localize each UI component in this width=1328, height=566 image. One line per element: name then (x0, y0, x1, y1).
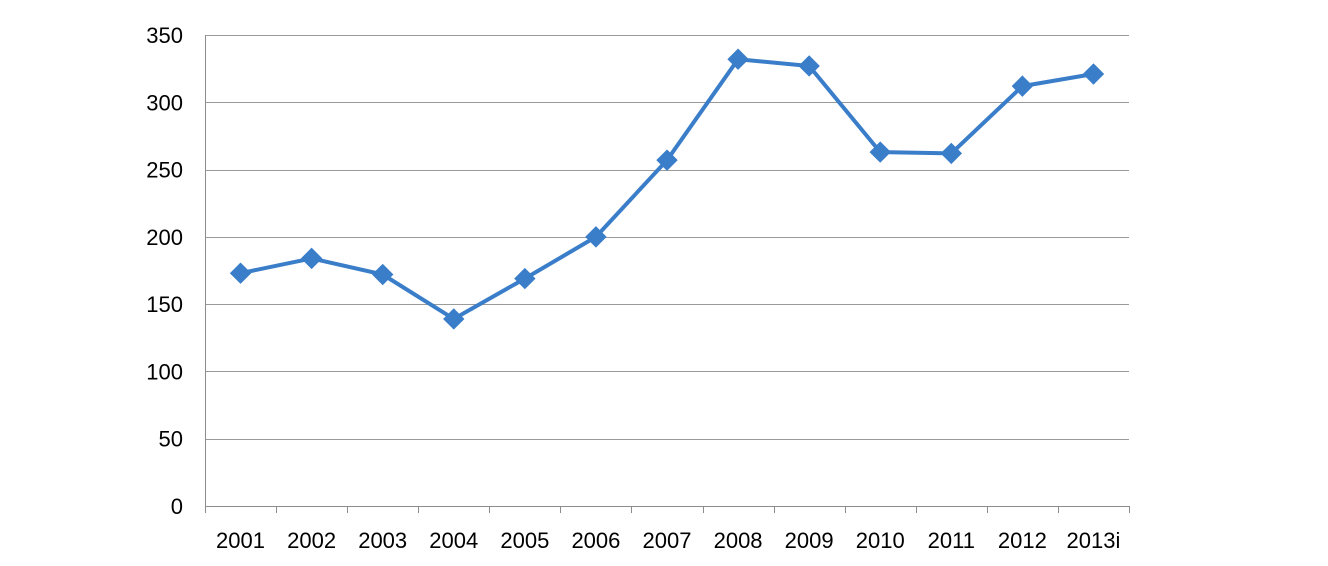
data-series (229, 48, 1105, 330)
data-point-2002 (300, 247, 323, 270)
data-point-2004 (443, 308, 465, 330)
x-tick-label-2006: 2006 (571, 528, 620, 553)
y-tick-label-300: 300 (146, 90, 183, 115)
data-point-2005 (514, 267, 536, 290)
y-axis-tick-labels: 0 50 100 150 200 250 300 350 (146, 23, 183, 519)
series-line-0 (238, 57, 1096, 321)
y-tick-label-100: 100 (146, 359, 183, 384)
x-tick-label-2005: 2005 (500, 528, 549, 553)
x-tick-label-2004: 2004 (429, 528, 478, 553)
data-point-2011 (940, 142, 963, 165)
y-tick-label-250: 250 (146, 158, 183, 183)
x-tick-label-2003: 2003 (358, 528, 407, 553)
data-point-2006 (585, 226, 607, 248)
data-point-2008 (727, 48, 749, 70)
data-point-2003 (371, 263, 394, 286)
x-tick-label-2001: 2001 (216, 528, 265, 553)
y-tick-label-350: 350 (146, 23, 183, 48)
x-tick-label-2011: 2011 (928, 528, 975, 553)
data-point-2009 (798, 55, 820, 77)
data-point-2001 (229, 262, 252, 284)
x-tick-label-2010: 2010 (856, 528, 905, 553)
x-tick-label-2013i: 2013i (1067, 528, 1121, 553)
y-tick-label-150: 150 (146, 292, 183, 317)
y-tick-label-50: 50 (159, 427, 183, 452)
x-tick-label-2007: 2007 (643, 528, 692, 553)
x-tick-label-2009: 2009 (785, 528, 834, 553)
y-tick-label-0: 0 (171, 494, 183, 519)
x-tick-label-2008: 2008 (714, 528, 763, 553)
data-point-2013i (1082, 63, 1105, 85)
y-tick-label-200: 200 (146, 225, 183, 250)
axes (205, 35, 1130, 513)
x-tick-label-2002: 2002 (287, 528, 336, 553)
x-axis-tick-labels: 2001 2002 2003 2004 2005 2006 2007 2008 2009 2010… (216, 528, 1120, 553)
data-point-2007 (656, 149, 678, 171)
data-point-2012 (1011, 75, 1034, 97)
gridlines (205, 35, 1129, 440)
data-point-2010 (869, 141, 891, 163)
x-tick-label-2012: 2012 (998, 528, 1047, 553)
